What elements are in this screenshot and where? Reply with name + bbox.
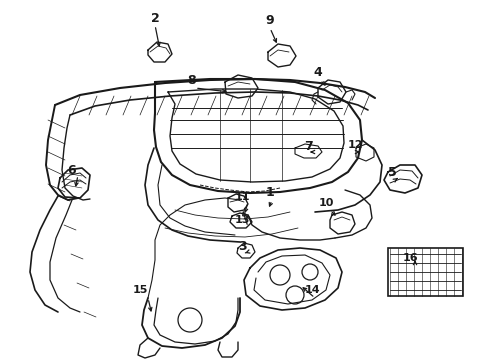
Text: 4: 4 [314,67,322,80]
Text: 7: 7 [304,139,313,153]
Text: 10: 10 [318,198,334,208]
Text: 1: 1 [266,186,274,199]
Text: 2: 2 [150,12,159,24]
Text: 9: 9 [266,13,274,27]
Text: 16: 16 [402,253,418,263]
Text: 6: 6 [68,163,76,176]
Bar [388,248,463,296]
Text: 13: 13 [234,215,250,225]
Text: 15: 15 [132,285,147,295]
Text: 8: 8 [188,73,196,86]
Text: 14: 14 [304,285,320,295]
Text: 12: 12 [347,140,363,150]
Text: 11: 11 [234,192,250,202]
Text: 5: 5 [388,166,396,180]
Text: 3: 3 [238,239,246,252]
